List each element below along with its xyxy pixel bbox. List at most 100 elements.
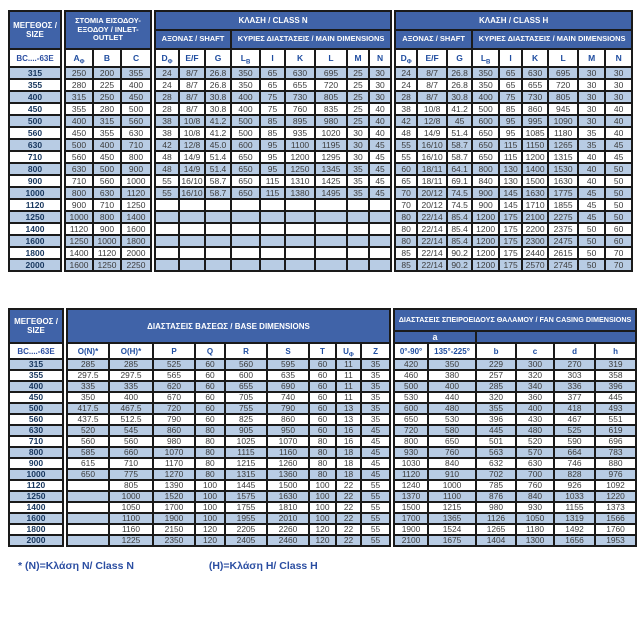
cell: [368, 210, 393, 224]
cell: 1265: [475, 523, 518, 537]
table-row: 630 500 400 710 42 12/8 45.0 600 95 1100 1195 30 45 5…: [8, 138, 634, 152]
cell: [314, 210, 349, 224]
cell: 1090: [547, 114, 580, 128]
column-gap: [391, 211, 396, 223]
cell: 22: [335, 490, 362, 504]
cell: 320: [475, 391, 518, 405]
cell: 69.1: [446, 174, 474, 188]
cell: 600: [230, 138, 262, 152]
cell: 1365: [427, 512, 478, 526]
cell: [368, 246, 393, 260]
cell: 650: [393, 413, 430, 427]
cell: 400: [92, 138, 122, 152]
cell: 1200: [471, 222, 501, 236]
table-row: 1000 650 775 1270 80 1315 1360 80 18 45 1120 910 702…: [8, 468, 637, 482]
cell: 30: [577, 66, 607, 80]
cell: 460: [393, 369, 430, 383]
column-gap: [391, 175, 396, 187]
cell: [259, 258, 287, 272]
cell: 60: [308, 380, 337, 394]
cell: [259, 246, 287, 260]
column-gap: [63, 502, 67, 514]
cell: 560: [66, 435, 110, 449]
table-row: 500 417.5 467.5 720 60 755 790 60 13 35 600 480 355 4…: [8, 402, 637, 416]
cell: 35: [359, 369, 392, 383]
cell: [66, 512, 110, 526]
cell: 30: [346, 126, 371, 140]
cell: 595: [266, 358, 310, 372]
column-letter: I: [498, 48, 524, 68]
row-size: 1000: [8, 468, 64, 482]
class-n-header: ΚΛΑΣΗ / CLASS N: [154, 10, 393, 31]
column-gap: [390, 370, 395, 382]
cell: 430: [515, 413, 556, 427]
cell: 1000: [108, 490, 154, 504]
cell: 85: [498, 102, 524, 116]
column-letter: O(N)*: [66, 342, 110, 361]
column-gap: [63, 480, 67, 492]
cell: 130: [498, 162, 524, 176]
cell: 467: [553, 413, 597, 427]
cell: 30.8: [204, 102, 233, 116]
table-row: 1800 1160 2150 120 2205 2260 120 22 55 1900 1524 12…: [8, 523, 637, 537]
cell: [204, 222, 233, 236]
cell: 60: [194, 391, 226, 405]
cell: 8/7: [178, 102, 207, 116]
cell: 664: [553, 446, 597, 460]
cell: 783: [594, 446, 637, 460]
row-size: 900: [8, 457, 64, 471]
cell: [178, 210, 207, 224]
cell: 85: [394, 258, 419, 272]
cell: 835: [314, 102, 349, 116]
cell: 16: [335, 435, 362, 449]
cell: 2615: [547, 246, 580, 260]
table-row: 710 560 560 980 80 1025 1070 80 16 45 800 650 501 520…: [8, 435, 637, 449]
cell: [346, 198, 371, 212]
cell: 14/9: [178, 150, 207, 164]
column-gap: [391, 49, 396, 67]
a-dimension-header: a: [393, 329, 478, 345]
cell: 980: [314, 114, 349, 128]
cell: [284, 210, 317, 224]
cell: 120: [308, 523, 337, 537]
cell: 1070: [152, 446, 196, 460]
cell: 35: [359, 413, 392, 427]
cell: 38: [154, 114, 181, 128]
column-gap: [61, 79, 65, 91]
cell: 30: [604, 66, 634, 80]
cell: 1100: [108, 512, 154, 526]
cell: [368, 198, 393, 212]
cell: 60: [308, 391, 337, 405]
column-gap: [63, 447, 67, 459]
base-casing-dimensions-table: ΜΕΓΕΘΟΣ / SIZE ΔΙΑΣΤΑΣΕΙΣ ΒΑΣΕΩΣ / BASE …: [8, 307, 637, 548]
cell: 1900: [393, 523, 430, 537]
cell: 80: [394, 210, 419, 224]
column-gap: [390, 343, 395, 360]
column-letter: M: [577, 48, 607, 68]
column-gap: [61, 115, 65, 127]
cell: 700: [515, 468, 556, 482]
row-size: 1600: [8, 512, 64, 526]
casing-subheader-blank: [475, 329, 637, 345]
column-letter: M: [346, 48, 371, 68]
cell: 175: [498, 222, 524, 236]
cell: 585: [66, 446, 110, 460]
cell: 880: [594, 457, 637, 471]
cell: 1033: [553, 490, 597, 504]
cell: 14/9: [416, 126, 449, 140]
cell: 1700: [393, 512, 430, 526]
cell: 360: [515, 391, 556, 405]
cell: 145: [498, 198, 524, 212]
table-row: 315 285 285 525 60 560 595 60 11 35 420 350 229 300 27…: [8, 358, 637, 372]
cell: [154, 198, 181, 212]
cell: 1400: [521, 162, 550, 176]
cell: 40: [577, 174, 607, 188]
cell: 18: [335, 457, 362, 471]
column-gap: [61, 187, 65, 199]
cell: 8/7: [416, 66, 449, 80]
cell: 1760: [594, 523, 637, 537]
table-row: 1120 900 710 1250 70 20/12 74.5 900 145 1710 1855 4…: [8, 198, 634, 212]
cell: [178, 246, 207, 260]
cell: 500: [230, 126, 262, 140]
cell: [154, 210, 181, 224]
